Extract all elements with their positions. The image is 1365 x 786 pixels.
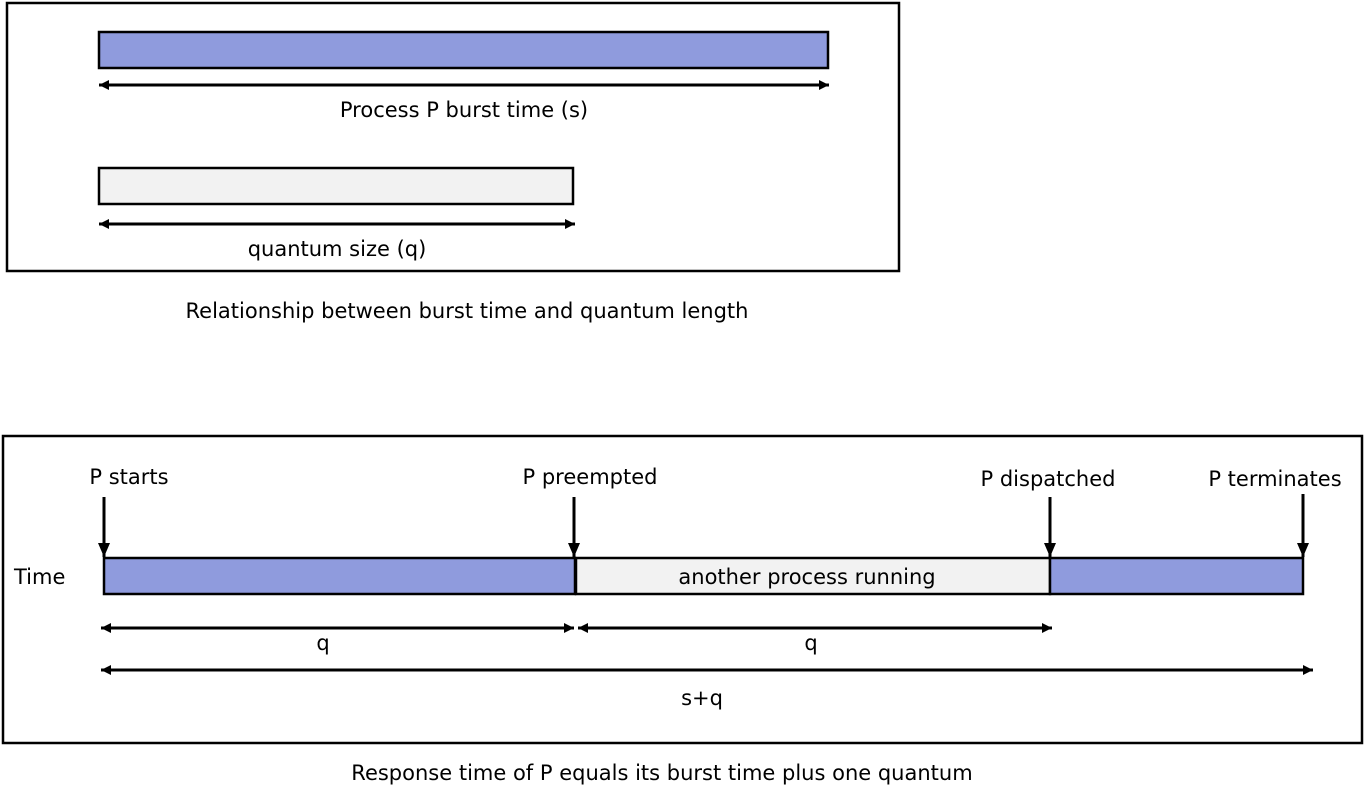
bottom-caption: Response time of P equals its burst time… xyxy=(351,761,972,785)
quantum-size-label: quantum size (q) xyxy=(248,237,427,261)
quantum-size-bar xyxy=(97,166,575,206)
top-panel-frame xyxy=(5,1,901,273)
burst-time-bar xyxy=(97,30,830,70)
q1-label: q xyxy=(316,631,329,655)
other-process-label: another process running xyxy=(678,565,935,589)
q2-label: q xyxy=(804,631,817,655)
time-label: Time xyxy=(13,565,65,589)
bottom-panel-frame xyxy=(1,434,1364,745)
event-label-preempted: P preempted xyxy=(523,465,658,489)
event-label-starts: P starts xyxy=(89,465,168,489)
timeline-p-first-run xyxy=(102,556,577,596)
top-caption: Relationship between burst time and quan… xyxy=(186,299,749,323)
event-label-dispatched: P dispatched xyxy=(981,467,1116,491)
burst-time-label: Process P burst time (s) xyxy=(340,98,588,122)
timeline-other-process xyxy=(574,556,1052,596)
event-label-terminates: P terminates xyxy=(1208,467,1341,491)
timeline-p-second-run xyxy=(1048,556,1305,596)
total-label: s+q xyxy=(681,686,723,710)
